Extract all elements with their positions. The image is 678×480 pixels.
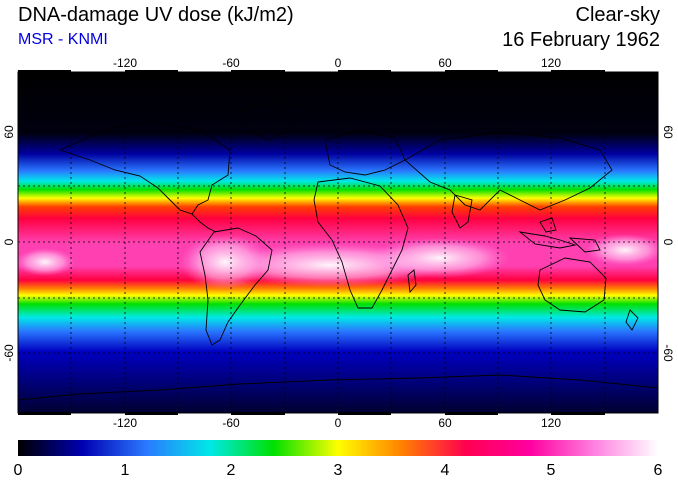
lat-label: 60 xyxy=(661,125,675,139)
lon-label: 60 xyxy=(438,416,452,430)
frame-ticks xyxy=(18,70,605,415)
lat-label: 0 xyxy=(2,238,16,245)
colorbar-ticks: 0 1 2 3 4 5 6 xyxy=(14,462,663,479)
lon-label: -120 xyxy=(113,416,137,430)
source-label: MSR - KNMI xyxy=(18,31,108,48)
colorbar xyxy=(18,440,658,456)
colorbar-tick-label: 1 xyxy=(121,462,130,479)
colorbar-tick-label: 6 xyxy=(654,462,663,479)
uv-field xyxy=(18,72,658,413)
lon-label: -120 xyxy=(113,56,137,70)
lon-label: 120 xyxy=(541,56,561,70)
graticule xyxy=(18,72,658,413)
latitude-labels-right: 60 0 -60 xyxy=(661,125,675,362)
longitude-labels-bottom: -120 -60 0 60 120 xyxy=(113,416,561,430)
colorbar-tick-label: 5 xyxy=(547,462,556,479)
lat-label: -60 xyxy=(661,344,675,362)
lon-label: 120 xyxy=(541,416,561,430)
colorbar-tick-label: 0 xyxy=(14,462,23,479)
lat-label: 60 xyxy=(2,125,16,139)
latitude-labels-left: 60 0 -60 xyxy=(2,125,16,362)
colorbar-tick-label: 3 xyxy=(334,462,343,479)
lon-label: 0 xyxy=(335,56,342,70)
lon-label: -60 xyxy=(222,416,240,430)
colorbar-tick-label: 2 xyxy=(227,462,236,479)
lon-label: 60 xyxy=(438,56,452,70)
sky-condition-label: Clear-sky xyxy=(575,4,660,26)
longitude-labels-top: -120 -60 0 60 120 xyxy=(113,56,561,70)
lon-label: 0 xyxy=(335,416,342,430)
map-title: DNA-damage UV dose (kJ/m2) xyxy=(18,4,294,26)
lon-label: -60 xyxy=(222,56,240,70)
lat-label: -60 xyxy=(2,344,16,362)
date-label: 16 February 1962 xyxy=(502,29,660,51)
colorbar-tick-label: 4 xyxy=(441,462,450,479)
lat-label: 0 xyxy=(661,239,675,246)
coastlines xyxy=(18,99,658,401)
